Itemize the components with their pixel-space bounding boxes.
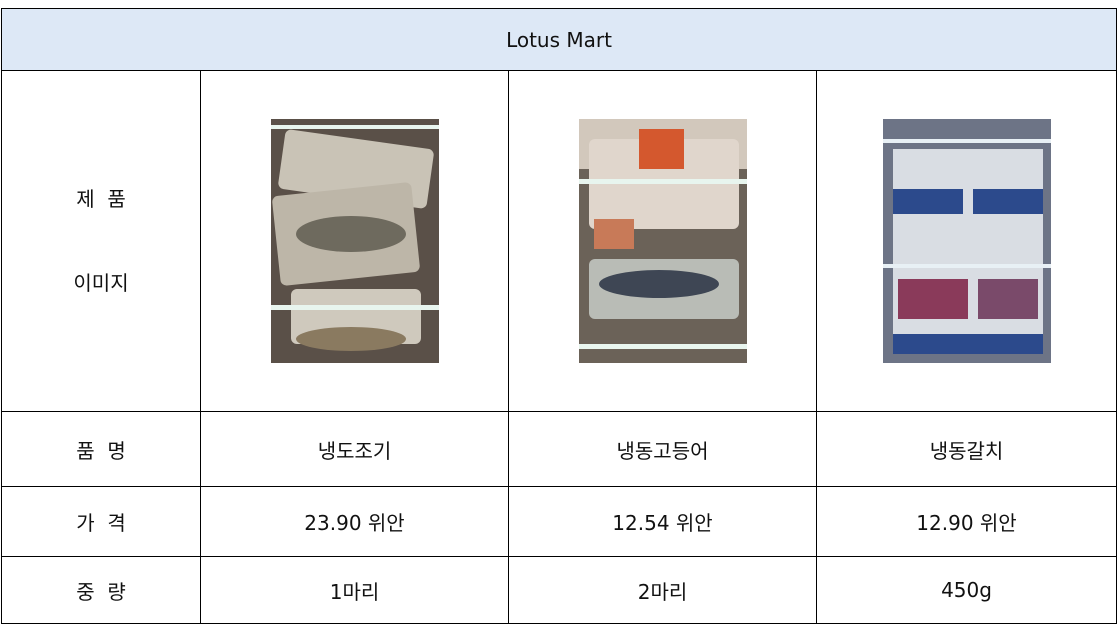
header-row: Lotus Mart (0, 8, 1117, 71)
cell: 2마리 (508, 556, 817, 624)
product-image (270, 119, 439, 363)
cell: 냉도조기 (200, 411, 509, 487)
image-cell (508, 70, 817, 412)
label-line: 제 품 (76, 187, 126, 211)
data-row: 가 격 23.90 위안 12.54 위안 12.90 위안 (1, 486, 1117, 557)
row-label: 품 명 (1, 411, 201, 487)
row-label: 제 품 이미지 (1, 70, 201, 412)
cell: 냉동갈치 (815, 411, 1117, 487)
cell: 12.54 위안 (508, 486, 817, 557)
cell: 450g (815, 556, 1117, 624)
label-line: 이미지 (73, 271, 129, 295)
cell: 12.90 위안 (815, 486, 1117, 557)
page: Lotus Mart 제 품 이미지 (0, 8, 1117, 624)
row-label: 중 량 (1, 556, 201, 624)
image-cell (815, 70, 1117, 412)
data-row: 중 량 1마리 2마리 450g (1, 556, 1117, 624)
data-row: 품 명 냉도조기 냉동고등어 냉동갈치 (1, 411, 1117, 487)
table-title: Lotus Mart (0, 8, 1117, 71)
row-label: 가 격 (1, 486, 201, 557)
cell: 1마리 (200, 556, 509, 624)
product-table: Lotus Mart 제 품 이미지 (0, 8, 1117, 624)
image-cell (200, 70, 509, 412)
cell: 냉동고등어 (508, 411, 817, 487)
product-image (882, 119, 1051, 363)
cell: 23.90 위안 (200, 486, 509, 557)
product-image (578, 119, 747, 363)
image-row: 제 품 이미지 (1, 70, 1117, 412)
